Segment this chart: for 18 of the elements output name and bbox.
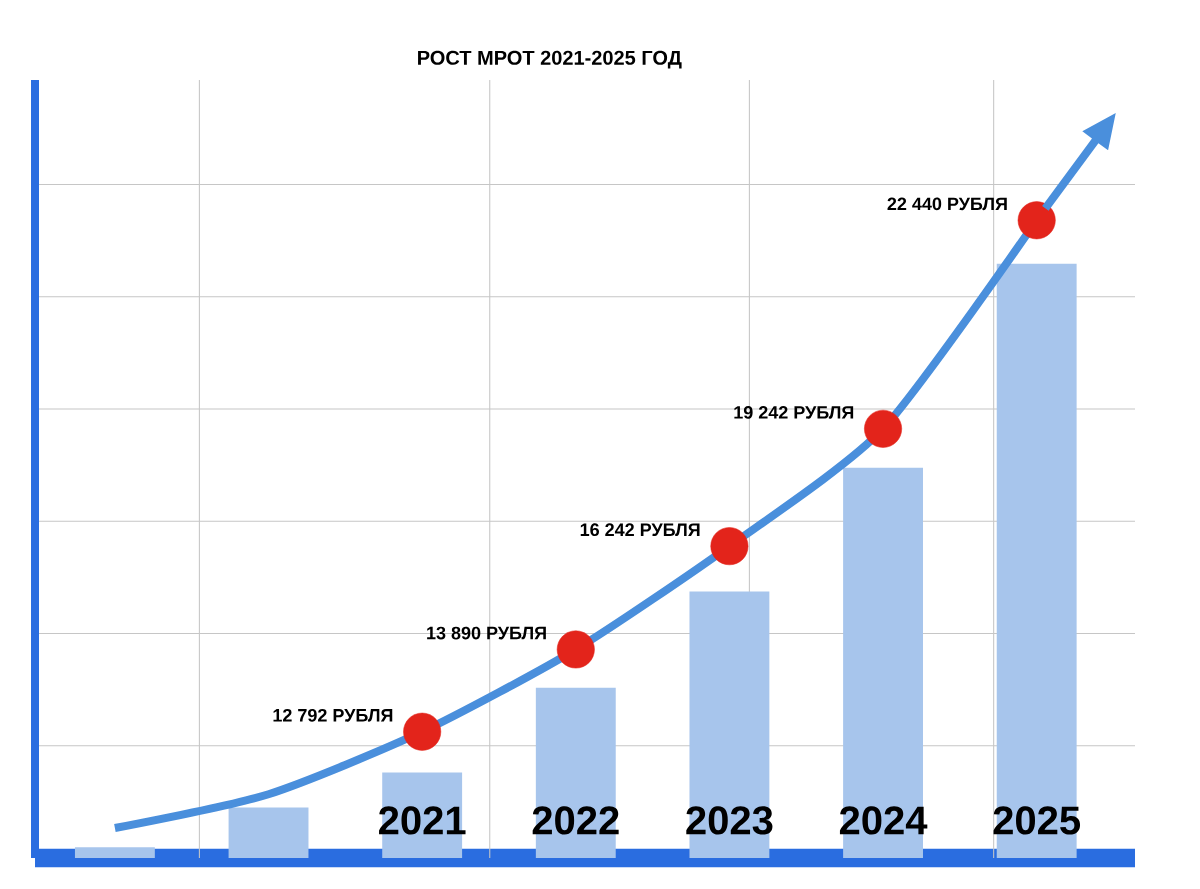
x-tick-label: 2023: [686, 806, 773, 835]
chart-title: РОСТ МРОТ 2021-2025 ГОД: [418, 50, 682, 69]
point: [710, 527, 749, 566]
bar: [228, 807, 309, 858]
point: [556, 630, 595, 669]
annotation: 13 890 РУБЛЯ: [427, 626, 546, 640]
annotation: 19 242 РУБЛЯ: [734, 406, 854, 419]
x-tick-label: 2024: [839, 806, 928, 835]
x-tick-label: 2022: [532, 806, 619, 835]
point: [403, 712, 442, 751]
point: [1017, 201, 1056, 240]
annotation: 12 792 РУБЛЯ: [273, 708, 393, 722]
x-tick-label: 2021: [379, 806, 466, 835]
point: [864, 409, 902, 448]
x-tick-label: 2025: [993, 806, 1081, 835]
bar: [74, 847, 155, 858]
annotation: 22 440 РУБЛЯ: [887, 197, 1007, 211]
annotation: 16 242 РУБЛЯ: [580, 523, 700, 537]
